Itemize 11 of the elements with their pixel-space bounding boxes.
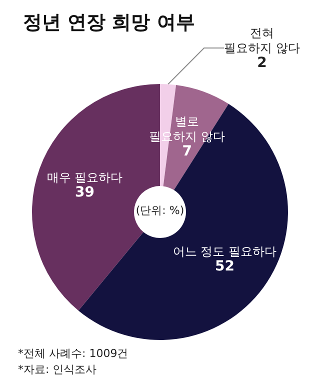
slice-label: 전혀 필요하지 않다 — [224, 26, 300, 55]
data-label: 52 — [214, 258, 234, 275]
text: (단위: %) — [136, 204, 184, 217]
data-label: 2 — [257, 55, 267, 71]
text: *자료: 인식조사 — [18, 363, 97, 376]
slice-label: 매우 필요하다 — [46, 170, 123, 184]
data-label: 39 — [74, 184, 94, 200]
data-label: 7 — [182, 144, 192, 160]
text: *전체 사례수: 1009건 — [18, 347, 128, 360]
chart-title: 정년 연장 희망 여부 — [23, 12, 195, 34]
slice-label: 어느 정도 필요하다 — [172, 244, 277, 259]
